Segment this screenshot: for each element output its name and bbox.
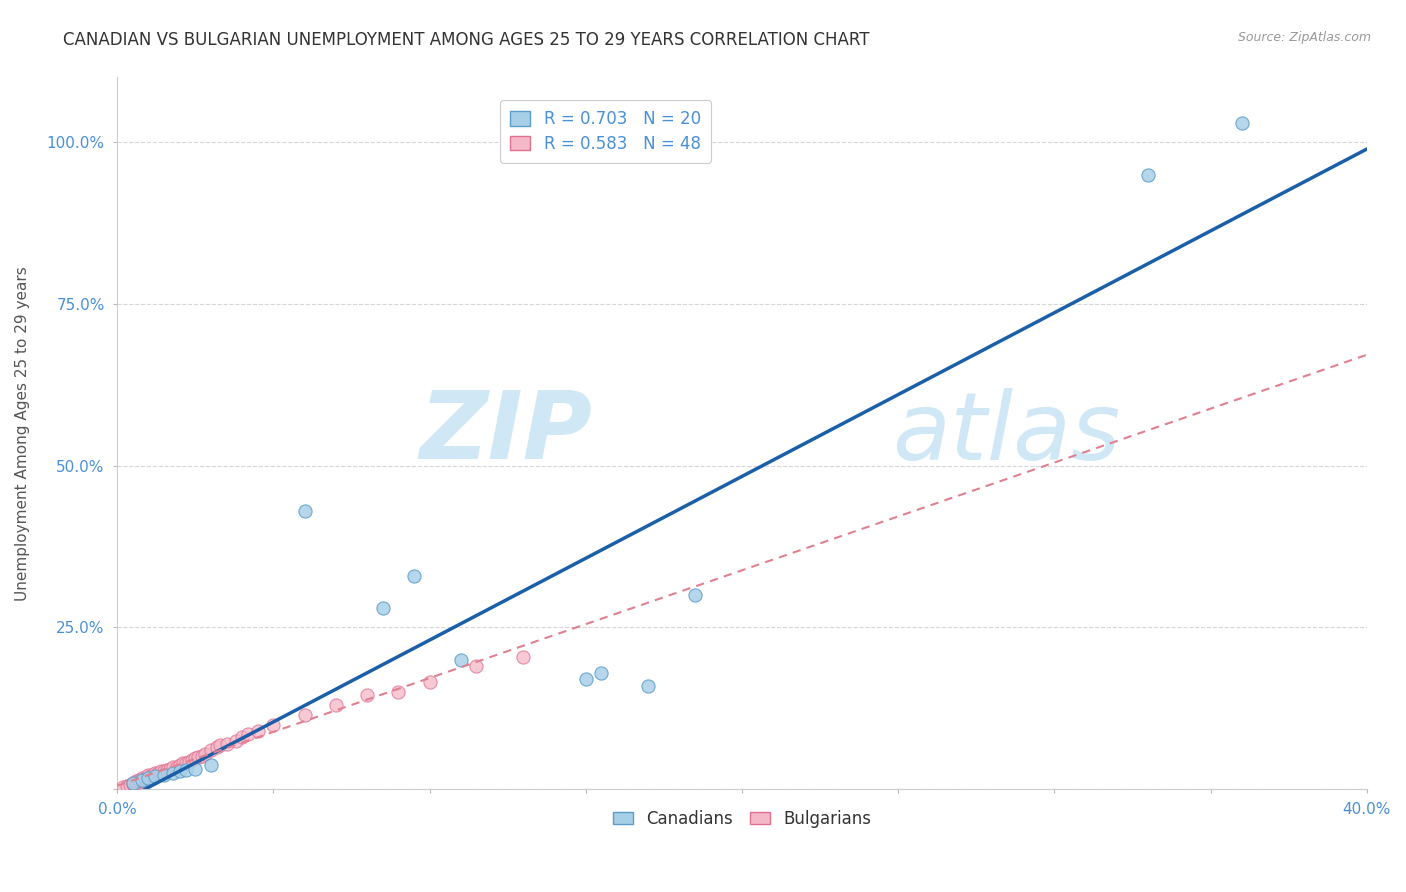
Point	[112, 780, 135, 795]
Point	[1230, 116, 1253, 130]
Point	[138, 769, 160, 783]
Point	[153, 764, 176, 778]
Point	[637, 679, 659, 693]
Point	[387, 685, 409, 699]
Point	[156, 763, 179, 777]
Point	[174, 756, 197, 771]
Point	[153, 768, 176, 782]
Point	[683, 588, 706, 602]
Point	[294, 504, 316, 518]
Point	[172, 756, 194, 771]
Point	[325, 698, 347, 712]
Legend: Canadians, Bulgarians: Canadians, Bulgarians	[606, 803, 877, 834]
Point	[141, 768, 163, 782]
Text: Source: ZipAtlas.com: Source: ZipAtlas.com	[1237, 31, 1371, 45]
Point	[205, 740, 228, 755]
Point	[121, 776, 143, 790]
Point	[1137, 168, 1160, 182]
Point	[162, 759, 184, 773]
Point	[131, 772, 153, 787]
Point	[402, 568, 425, 582]
Point	[187, 750, 209, 764]
Point	[356, 689, 378, 703]
Point	[162, 766, 184, 780]
Point	[128, 772, 150, 787]
Point	[125, 774, 148, 789]
Point	[143, 769, 166, 783]
Point	[184, 751, 207, 765]
Point	[149, 764, 172, 778]
Point	[238, 727, 260, 741]
Point	[209, 738, 232, 752]
Point	[174, 763, 197, 777]
Point	[118, 778, 141, 792]
Point	[450, 653, 472, 667]
Point	[190, 748, 212, 763]
Point	[166, 759, 188, 773]
Point	[177, 755, 200, 769]
Point	[134, 771, 156, 785]
Point	[121, 776, 143, 790]
Point	[294, 707, 316, 722]
Point	[246, 723, 269, 738]
Point	[181, 753, 204, 767]
Point	[169, 764, 191, 778]
Point	[371, 601, 394, 615]
Point	[231, 731, 253, 745]
Point	[115, 779, 138, 793]
Point	[128, 774, 150, 789]
Point	[200, 743, 222, 757]
Point	[575, 672, 598, 686]
Point	[121, 777, 143, 791]
Text: CANADIAN VS BULGARIAN UNEMPLOYMENT AMONG AGES 25 TO 29 YEARS CORRELATION CHART: CANADIAN VS BULGARIAN UNEMPLOYMENT AMONG…	[63, 31, 870, 49]
Point	[169, 757, 191, 772]
Point	[184, 762, 207, 776]
Y-axis label: Unemployment Among Ages 25 to 29 years: Unemployment Among Ages 25 to 29 years	[15, 266, 30, 600]
Point	[215, 737, 238, 751]
Point	[146, 766, 169, 780]
Point	[125, 776, 148, 790]
Point	[200, 757, 222, 772]
Point	[138, 768, 160, 782]
Point	[419, 675, 441, 690]
Point	[262, 717, 284, 731]
Point	[143, 766, 166, 780]
Text: ZIP: ZIP	[419, 387, 592, 479]
Text: atlas: atlas	[891, 388, 1121, 479]
Point	[159, 762, 181, 776]
Point	[194, 747, 217, 761]
Point	[225, 733, 247, 747]
Point	[131, 772, 153, 787]
Point	[591, 665, 613, 680]
Point	[512, 649, 534, 664]
Point	[465, 659, 488, 673]
Point	[131, 771, 153, 785]
Point	[138, 771, 160, 785]
